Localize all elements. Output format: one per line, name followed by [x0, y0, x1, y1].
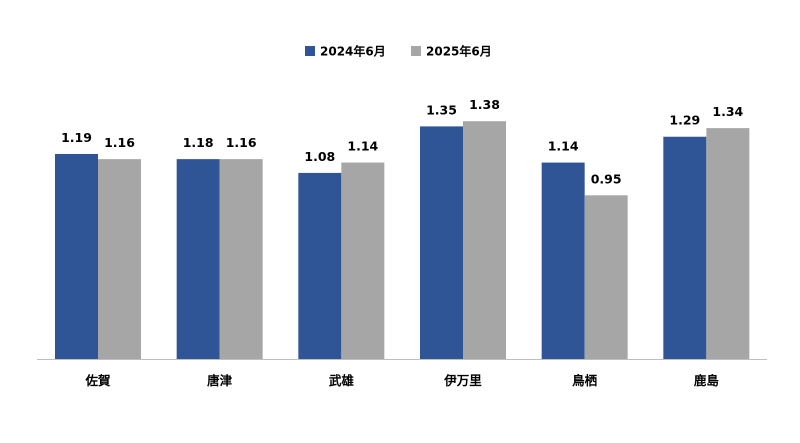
bars-group — [55, 121, 750, 360]
legend-label-1: 2024年6月 — [320, 44, 386, 59]
bar-series1-4 — [541, 162, 585, 359]
x-tick-labels: 佐賀 唐津 武雄 伊万里 鳥栖 鹿島 — [84, 373, 719, 388]
bar-series2-1 — [219, 159, 263, 359]
bar-series1-3 — [420, 126, 463, 360]
x-tick-label-3: 伊万里 — [443, 373, 482, 388]
data-label-series2-4: 0.95 — [591, 171, 622, 186]
x-tick-label-4: 鳥栖 — [572, 373, 598, 388]
x-tick-label-0: 佐賀 — [84, 373, 111, 388]
bar-series2-3 — [463, 121, 506, 359]
x-tick-label-2: 武雄 — [329, 373, 355, 388]
data-label-series2-0: 1.16 — [104, 135, 135, 150]
bar-series1-0 — [55, 153, 98, 359]
data-label-series2-5: 1.34 — [712, 104, 743, 119]
bar-series1-2 — [298, 172, 342, 359]
legend-swatch-1 — [305, 46, 315, 56]
bar-series2-2 — [341, 162, 385, 359]
bar-series2-0 — [98, 159, 141, 359]
bar-series2-4 — [584, 195, 628, 359]
legend-swatch-2 — [411, 46, 421, 56]
bar-series1-5 — [663, 136, 707, 359]
legend-label-2: 2025年6月 — [426, 44, 492, 59]
x-tick-label-1: 唐津 — [207, 373, 233, 388]
data-label-series1-2: 1.08 — [304, 149, 335, 164]
data-label-series1-4: 1.14 — [548, 139, 579, 154]
data-label-series1-0: 1.19 — [61, 130, 92, 145]
x-tick-label-5: 鹿島 — [694, 373, 720, 388]
bar-series2-5 — [706, 128, 750, 359]
data-label-series2-3: 1.38 — [469, 97, 500, 112]
data-label-series1-5: 1.29 — [669, 113, 700, 128]
data-labels-group: 1.19 1.16 1.18 1.16 1.08 1.14 1.35 1.38 1.14 0.95… — [61, 97, 743, 186]
data-label-series2-1: 1.16 — [226, 135, 257, 150]
data-label-series2-2: 1.14 — [347, 139, 378, 154]
data-label-series1-1: 1.18 — [183, 135, 214, 150]
bar-series1-1 — [176, 159, 220, 359]
legend: 2024年6月 2025年6月 — [305, 44, 492, 59]
data-label-series1-3: 1.35 — [426, 102, 457, 117]
